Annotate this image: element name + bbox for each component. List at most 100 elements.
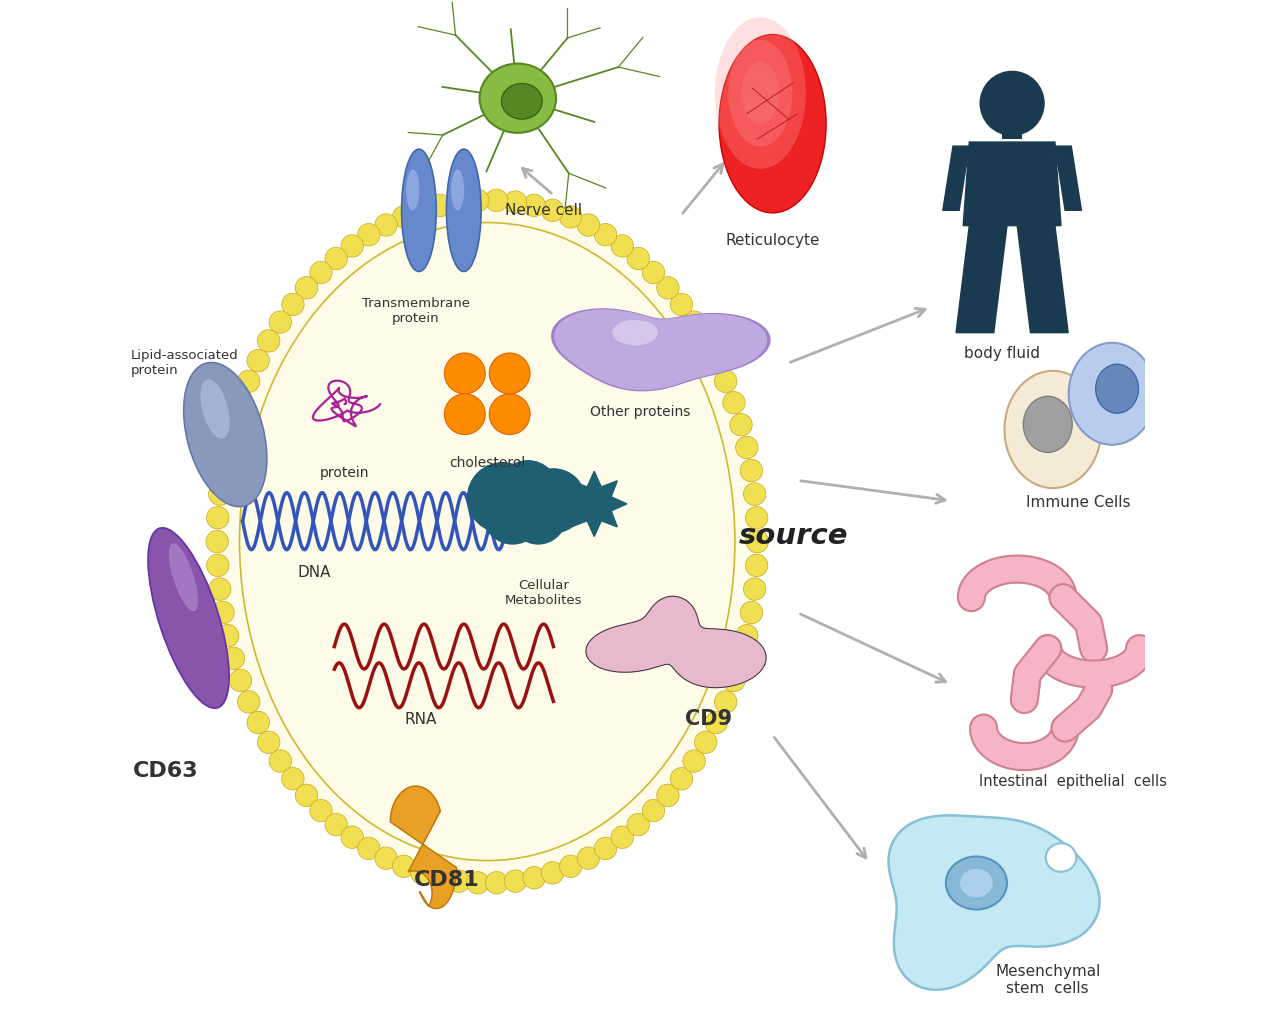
Circle shape	[246, 711, 269, 734]
Circle shape	[745, 530, 768, 553]
Circle shape	[489, 393, 530, 434]
Circle shape	[705, 711, 728, 734]
Circle shape	[448, 870, 470, 892]
Circle shape	[207, 554, 229, 576]
Circle shape	[310, 262, 333, 284]
Circle shape	[611, 826, 634, 848]
Circle shape	[695, 330, 718, 353]
Circle shape	[723, 669, 745, 692]
Circle shape	[222, 647, 245, 669]
Polygon shape	[963, 142, 1060, 226]
Circle shape	[740, 459, 762, 481]
Circle shape	[489, 353, 530, 393]
Circle shape	[295, 784, 318, 806]
Circle shape	[745, 554, 768, 576]
Text: Other proteins: Other proteins	[589, 405, 691, 419]
Circle shape	[683, 750, 705, 773]
Circle shape	[643, 799, 664, 822]
Ellipse shape	[728, 40, 792, 146]
Circle shape	[325, 247, 348, 270]
Circle shape	[715, 691, 737, 713]
Polygon shape	[956, 226, 1007, 332]
Circle shape	[269, 311, 292, 333]
Circle shape	[269, 750, 292, 773]
Circle shape	[310, 799, 333, 822]
Polygon shape	[1017, 226, 1068, 332]
Ellipse shape	[715, 17, 806, 169]
Ellipse shape	[502, 84, 542, 120]
Circle shape	[705, 350, 728, 372]
Ellipse shape	[1045, 843, 1076, 872]
Ellipse shape	[742, 62, 779, 125]
Ellipse shape	[1005, 371, 1101, 489]
Circle shape	[523, 867, 545, 889]
Circle shape	[643, 262, 664, 284]
Circle shape	[541, 862, 564, 884]
Text: CD9: CD9	[685, 709, 732, 729]
Circle shape	[521, 468, 585, 533]
Text: CD81: CD81	[414, 870, 479, 890]
Circle shape	[358, 837, 380, 860]
Ellipse shape	[946, 856, 1007, 910]
Circle shape	[723, 391, 745, 414]
Circle shape	[410, 199, 433, 222]
Ellipse shape	[612, 320, 658, 345]
Circle shape	[466, 189, 489, 212]
Circle shape	[325, 814, 348, 836]
Circle shape	[208, 482, 231, 505]
Circle shape	[485, 872, 508, 894]
Text: Immune Cells: Immune Cells	[1026, 496, 1130, 510]
Circle shape	[212, 459, 234, 481]
Polygon shape	[942, 146, 969, 211]
Circle shape	[509, 487, 566, 545]
Text: body fluid: body fluid	[964, 345, 1040, 361]
Circle shape	[444, 353, 485, 393]
Circle shape	[282, 768, 304, 790]
Text: protein: protein	[320, 466, 370, 480]
Circle shape	[735, 624, 758, 647]
Circle shape	[504, 191, 527, 214]
Circle shape	[358, 224, 380, 246]
Circle shape	[216, 624, 239, 647]
Circle shape	[429, 194, 452, 217]
Circle shape	[577, 847, 599, 870]
Text: cholesterol: cholesterol	[450, 456, 526, 470]
Text: Nerve cell: Nerve cell	[504, 202, 582, 218]
Circle shape	[740, 601, 762, 623]
Circle shape	[504, 870, 527, 892]
Polygon shape	[555, 310, 767, 389]
Circle shape	[594, 837, 617, 860]
Text: source: source	[738, 522, 848, 551]
Text: Lipid-associated
protein: Lipid-associated protein	[131, 350, 239, 377]
Circle shape	[560, 855, 582, 878]
Circle shape	[216, 436, 239, 459]
Polygon shape	[1055, 146, 1082, 211]
Ellipse shape	[401, 149, 437, 272]
Circle shape	[230, 669, 251, 692]
Ellipse shape	[169, 543, 198, 611]
Circle shape	[340, 826, 363, 848]
Circle shape	[657, 784, 679, 806]
Text: Mesenchymal
stem  cells: Mesenchymal stem cells	[996, 964, 1101, 996]
Circle shape	[208, 577, 231, 600]
Circle shape	[230, 391, 251, 414]
Circle shape	[523, 194, 545, 217]
Circle shape	[498, 460, 559, 521]
Ellipse shape	[480, 63, 556, 133]
Circle shape	[282, 293, 304, 316]
Circle shape	[671, 293, 692, 316]
Circle shape	[483, 483, 544, 545]
Ellipse shape	[960, 869, 993, 897]
Ellipse shape	[201, 379, 230, 438]
Circle shape	[237, 691, 260, 713]
Text: Reticulocyte: Reticulocyte	[725, 233, 820, 248]
Circle shape	[467, 462, 538, 533]
Circle shape	[375, 847, 398, 870]
Circle shape	[730, 647, 752, 669]
Circle shape	[206, 530, 229, 553]
Circle shape	[577, 214, 599, 236]
Circle shape	[743, 577, 766, 600]
Polygon shape	[551, 309, 770, 390]
Circle shape	[683, 311, 705, 333]
Circle shape	[594, 224, 617, 246]
